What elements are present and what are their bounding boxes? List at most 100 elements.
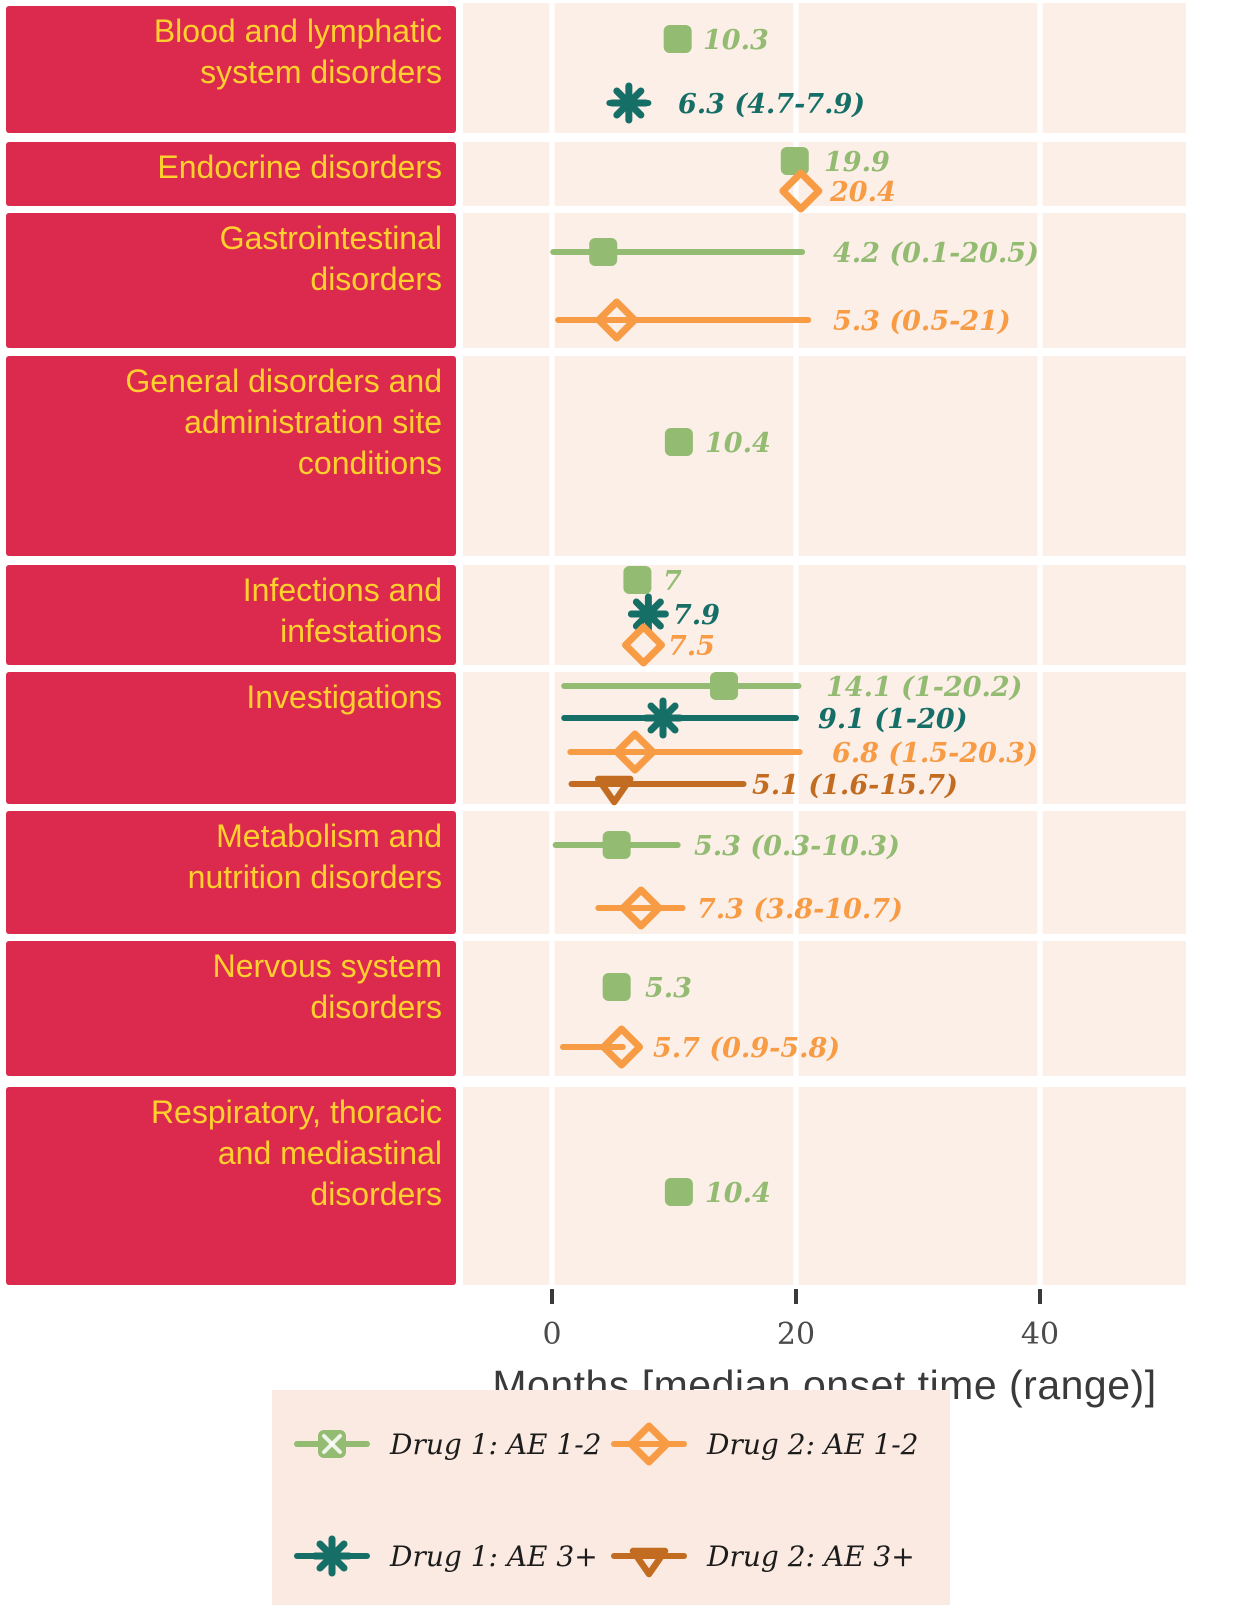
value-label: 20.4 [829,177,896,208]
square-marker [602,973,631,1001]
category-panel: Respiratory, thoracic and mediastinal diso… [6,1087,456,1285]
category-panel: Metabolism and nutrition disorders [6,811,456,934]
legend-item-label: Drug 2: AE 1-2 [707,1427,919,1461]
category-label-line: Gastrointestinal [219,220,442,256]
category-label-line: Nervous system [212,948,442,984]
diamond-marker [619,886,663,930]
square-marker [664,1178,693,1206]
value-label: 10.4 [705,1178,771,1209]
value-label: 7 [663,566,682,597]
legend-item: Drug 1: AE 1-2 [294,1416,611,1472]
category-label-line: Respiratory, thoracic [150,1094,442,1130]
square-marker [623,566,652,594]
category-panel: Endocrine disorders [6,142,456,206]
category-label-line: and mediastinal [217,1135,442,1171]
value-label: 6.8 (1.5-20.3) [832,738,1038,769]
diamond-marker [622,623,665,667]
category-label-line: Investigations [246,679,442,715]
legend: Drug 1: AE 1-2 Drug 2: AE 1-2 Drug 1: AE 3… [272,1390,950,1605]
category-label-line: system disorders [200,54,442,90]
drug1_ae3-legend-key-icon [294,1535,370,1577]
value-label: 7.5 [668,631,715,662]
triangle-down-marker [594,775,634,806]
facet-separator [463,804,1186,811]
drug2_ae12-legend-key-icon [611,1422,687,1466]
gridline [793,3,799,1285]
category-label-line: nutrition disorders [187,859,442,895]
value-label: 7.3 (3.8-10.7) [697,894,903,925]
asterisk-marker [311,1535,353,1577]
value-label: 4.2 (0.1-20.5) [833,238,1039,269]
legend-item-label: Drug 1: AE 3+ [390,1539,598,1573]
legend-item: Drug 2: AE 1-2 [611,1416,928,1472]
axis-tick [550,1289,554,1304]
square-marker [663,25,692,53]
category-label-line: Metabolism and [216,818,442,854]
legend-item: Drug 2: AE 3+ [611,1528,928,1584]
category-label-line: Endocrine disorders [157,149,442,185]
value-label: 19.9 [824,147,890,178]
value-label: 7.9 [673,600,720,631]
category-label-line: Infections and [242,572,442,608]
legend-item-label: Drug 2: AE 3+ [707,1539,915,1573]
category-panel: Nervous system disorders [6,941,456,1076]
category-panel: Blood and lymphatic system disorders [6,6,456,133]
asterisk-spoke [316,1540,348,1572]
category-label-line: infestations [280,613,442,649]
gridline [1037,3,1043,1285]
square-marker [780,147,809,175]
square-marker [602,831,631,859]
facet-separator [463,665,1186,672]
diamond-marker [627,1422,671,1466]
facet-separator [463,206,1186,213]
square-marker [710,672,739,700]
category-label-line: Blood and lymphatic [153,13,442,49]
value-label: 5.7 (0.9-5.8) [653,1033,840,1064]
square-marker [664,428,693,456]
diamond-marker [595,298,639,342]
facet-separator [463,1076,1186,1087]
category-panel: Investigations [6,672,456,804]
facet-separator [463,348,1186,356]
square-cross-line [322,1434,342,1454]
facet-separator [463,556,1186,565]
asterisk-marker [627,593,669,635]
asterisk-marker [642,697,684,739]
category-panel: General disorders and administration site… [6,356,456,556]
category-label-line: disorders [310,261,442,297]
value-label: 10.3 [703,25,769,56]
axis-tick-label: 40 [1021,1317,1059,1352]
value-label: 9.1 (1-20) [818,704,968,735]
axis-tick [1038,1289,1042,1304]
asterisk-spoke [632,598,664,630]
triangle-down-marker [629,1547,669,1578]
value-label: 14.1 (1-20.2) [826,672,1022,703]
asterisk-marker [608,82,650,124]
category-label-line: disorders [310,989,442,1025]
square-marker [589,238,618,266]
axis-tick-label: 0 [542,1317,561,1352]
value-label: 10.4 [705,428,771,459]
facet-separator [463,934,1186,941]
drug1_ae12-legend-key-icon [294,1430,370,1458]
diamond-marker [779,169,823,213]
axis-tick-label: 20 [777,1317,815,1352]
category-label-line: administration site [184,404,442,440]
value-label: 5.3 [645,973,692,1004]
category-panel: Infections and infestations [6,565,456,665]
plot-area-background [463,3,1186,1285]
gridline [549,3,555,1285]
axis-tick [794,1289,798,1304]
value-label: 5.1 (1.6-15.7) [752,770,958,801]
diamond-marker [613,730,657,774]
legend-item-label: Drug 1: AE 1-2 [390,1427,602,1461]
value-label: 6.3 (4.7-7.9) [678,89,865,120]
diamond-marker [600,1025,644,1069]
category-label-line: General disorders and [125,363,442,399]
asterisk-spoke [647,702,679,734]
value-label: 5.3 (0.3-10.3) [694,831,900,862]
facet-separator [463,133,1186,142]
asterisk-spoke [613,87,645,119]
